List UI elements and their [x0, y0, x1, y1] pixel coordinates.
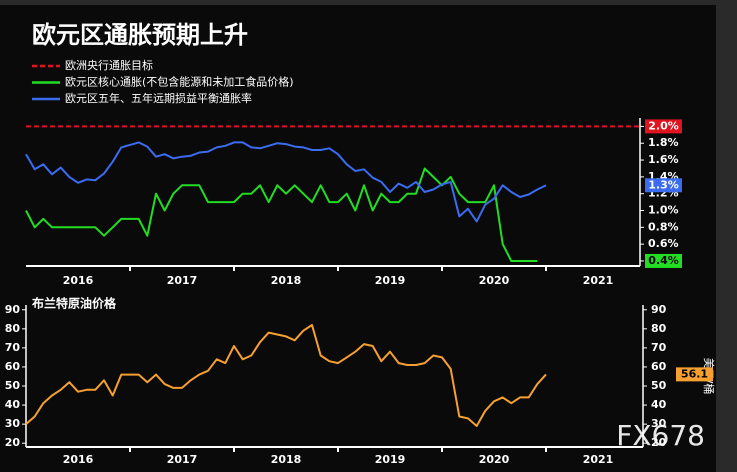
- end-value-label: 1.3%: [648, 178, 679, 191]
- y-tick-label: 30: [5, 417, 21, 430]
- chart-title: 欧元区通胀预期上升: [32, 21, 248, 49]
- series-line: [25, 167, 538, 262]
- y-tick-label: 60: [5, 360, 21, 373]
- x-tick-label: 2016: [63, 453, 94, 466]
- y-tick-label: 20: [651, 436, 667, 449]
- end-value-label: 2.0%: [648, 119, 679, 132]
- x-tick-label: 2018: [271, 274, 302, 287]
- y-tick-label: 60: [651, 360, 667, 373]
- end-value-label: 56.1: [681, 367, 708, 380]
- subchart-title: 布兰特原油价格: [32, 296, 117, 311]
- y-tick-label: 30: [651, 417, 667, 430]
- x-tick-label: 2021: [583, 274, 614, 287]
- y-tick-label: 50: [651, 379, 667, 392]
- series-line: [25, 324, 547, 427]
- y-tick-label: 1.6%: [648, 153, 679, 166]
- x-tick-label: 2017: [167, 274, 198, 287]
- y-tick-label: 0.8%: [648, 220, 679, 233]
- y-tick-label: 70: [5, 341, 21, 354]
- legend-label: 欧洲央行通胀目标: [65, 58, 153, 72]
- x-tick-label: 2017: [167, 453, 198, 466]
- y-tick-label: 80: [5, 322, 21, 335]
- end-value-box: [676, 367, 713, 382]
- x-tick-label: 2021: [583, 453, 614, 466]
- end-value-label: 0.4%: [648, 254, 679, 267]
- y-tick-label: 20: [5, 436, 21, 449]
- y-tick-label: 90: [5, 303, 21, 316]
- top-strip: [0, 0, 737, 5]
- y-tick-label: 40: [5, 398, 21, 411]
- y-tick-label: 40: [651, 398, 667, 411]
- x-tick-label: 2019: [375, 453, 406, 466]
- x-tick-label: 2016: [63, 274, 94, 287]
- y-tick-label: 1.0%: [648, 204, 679, 217]
- end-value-box: [645, 253, 682, 268]
- end-value-box: [645, 178, 682, 193]
- legend-label: 欧元区核心通胀(不包含能源和未加工食品价格): [65, 75, 294, 89]
- y-tick-label: 1.8%: [648, 136, 679, 149]
- series-line: [25, 141, 547, 223]
- x-tick-label: 2020: [479, 453, 510, 466]
- y-tick-label: 80: [651, 322, 667, 335]
- side-strip: [716, 0, 737, 472]
- x-tick-label: 2020: [479, 274, 510, 287]
- y-tick-label: 50: [5, 379, 21, 392]
- end-value-box: [645, 119, 682, 134]
- x-tick-label: 2019: [375, 274, 406, 287]
- legend-label: 欧元区五年、五年远期损益平衡通胀率: [65, 91, 252, 105]
- x-tick-label: 2018: [271, 453, 302, 466]
- y-tick-label: 70: [651, 341, 667, 354]
- y-tick-label: 90: [651, 303, 667, 316]
- y-tick-label: 0.6%: [648, 237, 679, 250]
